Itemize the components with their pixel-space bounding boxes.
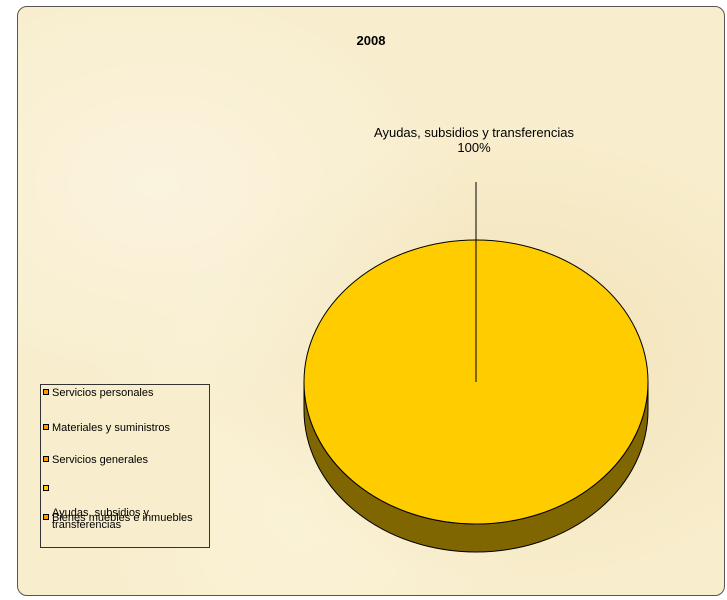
pie-chart bbox=[303, 182, 649, 553]
legend-label: Materiales y suministros bbox=[52, 422, 170, 434]
legend-swatch-icon bbox=[43, 514, 49, 520]
legend: Servicios personales Materiales y sumini… bbox=[40, 384, 210, 548]
legend-item: Bienes muebles e inmuebles bbox=[43, 512, 207, 526]
legend-swatch-icon bbox=[43, 456, 49, 462]
chart-area: 2008 Ayudas, subsidios y transferencias … bbox=[17, 6, 725, 596]
slice-data-label: Ayudas, subsidios y transferencias 100% bbox=[374, 125, 574, 155]
chart-title: 2008 bbox=[356, 33, 386, 48]
legend-item: Servicios generales bbox=[43, 454, 207, 483]
legend-label: Ayudas, subsidios y transferencias bbox=[52, 507, 150, 531]
slice-label-name: Ayudas, subsidios y transferencias bbox=[374, 125, 574, 140]
legend-label: Servicios personales bbox=[52, 387, 154, 399]
legend-item: Ayudas, subsidios y transferencias bbox=[43, 483, 207, 531]
legend-label: Bienes muebles e inmuebles bbox=[52, 512, 193, 524]
legend-swatch-icon bbox=[43, 485, 49, 491]
legend-item: Materiales y suministros bbox=[43, 422, 207, 454]
legend-item: Servicios personales bbox=[43, 387, 207, 422]
legend-swatch-icon bbox=[43, 389, 49, 395]
legend-label: Servicios generales bbox=[52, 454, 148, 466]
slice-label-percent: 100% bbox=[457, 140, 491, 155]
legend-swatch-icon bbox=[43, 424, 49, 430]
